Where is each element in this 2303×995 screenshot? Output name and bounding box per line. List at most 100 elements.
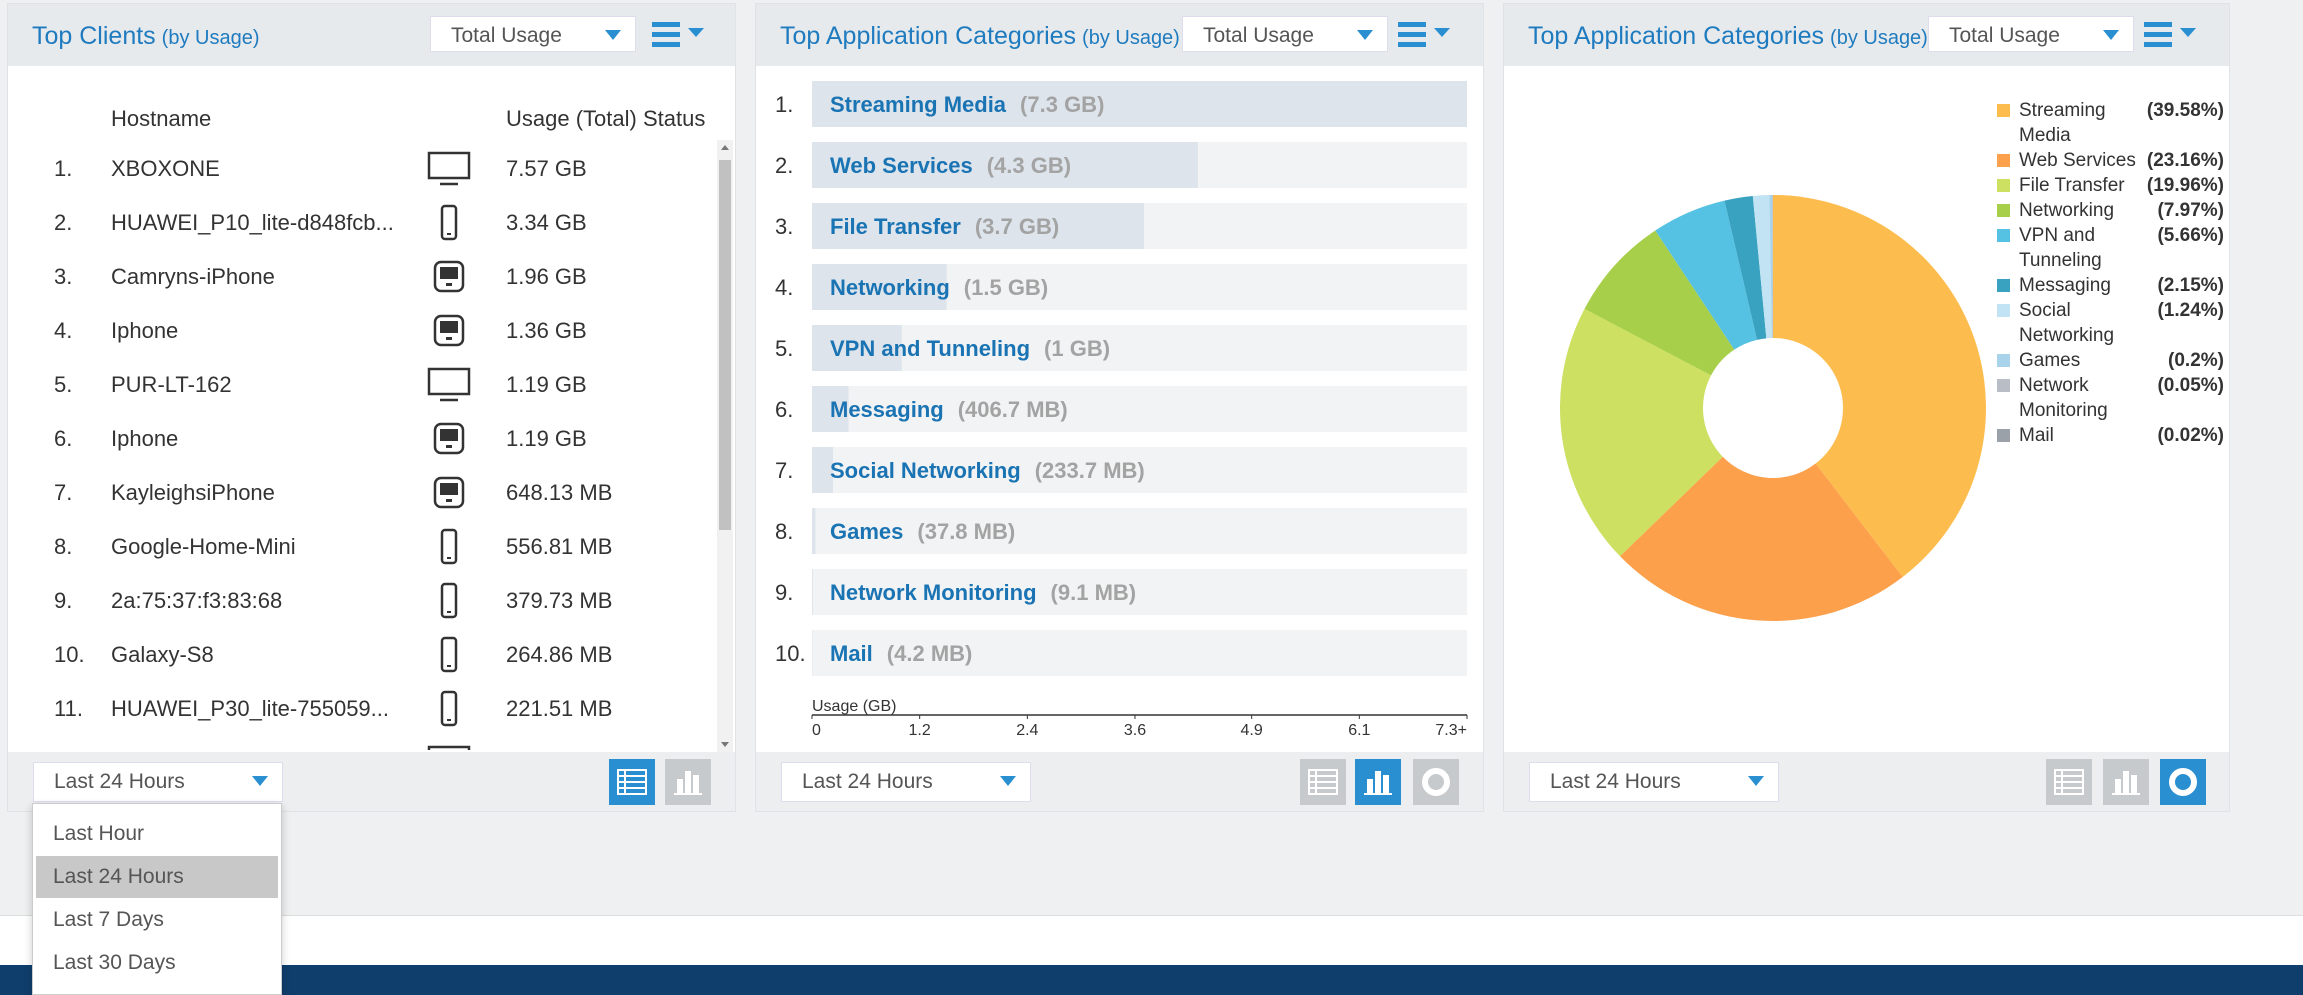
icon-part — [440, 428, 458, 441]
time-range-select[interactable]: Last 24 Hours — [781, 762, 1031, 802]
view-donut-button[interactable] — [2160, 759, 2206, 805]
menu-option[interactable]: Last 24 Hours — [36, 856, 278, 898]
column-header: Hostname — [111, 106, 212, 131]
legend-item: Games (0.2%) — [1997, 348, 2224, 373]
x-tick-label: 7.3+ — [1435, 722, 1467, 739]
column-header: Status — [643, 106, 706, 131]
select-text: Last 24 Hours — [54, 770, 185, 793]
legend-name: Networking — [2019, 200, 2115, 221]
x-tick-label: 0 — [812, 722, 821, 739]
x-tick-label: 2.4 — [1016, 722, 1038, 739]
bar-label: Messaging (406.7 MB) — [830, 397, 1068, 422]
legend-swatch — [1997, 229, 2010, 242]
rank: 10. — [775, 641, 806, 666]
legend-swatch — [1997, 179, 2010, 192]
bar-track — [812, 569, 1467, 615]
bar-track — [812, 325, 1467, 371]
row-index: 6. — [54, 425, 73, 451]
time-range-select[interactable]: Last 24 Hours — [1529, 762, 1779, 802]
menu-icon — [652, 22, 704, 47]
title-subtitle: (by Usage) — [1830, 27, 1928, 49]
caret-shape — [605, 30, 621, 40]
icon-part — [433, 422, 465, 454]
usage-select[interactable]: Total Usage — [430, 16, 636, 52]
panel-menu-button[interactable] — [2144, 18, 2202, 52]
icon-part — [440, 266, 458, 279]
caret-icon — [2103, 30, 2119, 40]
bar — [812, 264, 947, 310]
caret-icon — [605, 30, 621, 40]
legend-name: Messaging — [2019, 275, 2111, 296]
legend-value: (19.96%) — [2146, 175, 2224, 196]
device-icon-monitor — [427, 367, 471, 401]
bar-label: Web Services (4.3 GB) — [830, 153, 1071, 178]
bar-label: Social Networking (233.7 MB) — [830, 458, 1145, 483]
usage-select[interactable]: Total Usage — [1182, 16, 1388, 52]
glyph — [693, 775, 699, 794]
usage: 1.36 GB — [506, 317, 587, 343]
category-name: Games — [830, 519, 903, 544]
legend-value: (0.02%) — [2157, 425, 2224, 446]
menu-option[interactable]: Last 7 Days — [53, 908, 164, 931]
legend-item: File Transfer (19.96%) — [1997, 173, 2224, 198]
bar-track — [812, 508, 1467, 554]
category-name: VPN and Tunneling — [830, 336, 1030, 361]
legend-value: (2.15%) — [2157, 275, 2224, 296]
glyph — [2131, 775, 2137, 794]
panel-title: Top Clients (by Usage) — [32, 22, 259, 51]
legend-name: Network Monitoring — [2019, 375, 2108, 421]
legend-item: Social Networking (1.24%) — [1997, 298, 2224, 348]
panel-menu-button[interactable] — [652, 18, 710, 52]
view-donut-button[interactable] — [1413, 759, 1459, 805]
view-bar-button[interactable] — [2103, 759, 2149, 805]
legend-swatch — [1997, 104, 2010, 117]
glyph — [1422, 768, 1450, 796]
view-table-button[interactable] — [2046, 759, 2092, 805]
value-label: (3.7 GB) — [975, 214, 1059, 239]
usage-select[interactable]: Total Usage — [1928, 16, 2134, 52]
button-bg — [1413, 759, 1459, 805]
category-name: Networking — [830, 275, 950, 300]
bar-label: Networking (1.5 GB) — [830, 275, 1048, 300]
x-axis-label: Usage (GB) — [812, 698, 896, 715]
view-bar-button[interactable] — [665, 759, 711, 805]
bar-label: Streaming Media (7.3 GB) — [830, 92, 1104, 117]
category-name: Social Networking — [830, 458, 1021, 483]
view-bar-button[interactable] — [1355, 759, 1401, 805]
hostname: Google-Home-Mini — [111, 533, 296, 559]
menu-line — [2144, 32, 2172, 37]
hostname: HUAWEI_P10_lite-d848fcb... — [111, 209, 394, 235]
menu-caret — [1434, 28, 1450, 37]
value-label: (37.8 MB) — [917, 519, 1015, 544]
device-icon-phone — [440, 636, 458, 672]
caret-shape — [1357, 30, 1373, 40]
menu-line — [1398, 22, 1426, 27]
row-index: 3. — [54, 263, 73, 289]
rank: 7. — [775, 458, 793, 483]
view-table-button[interactable] — [1300, 759, 1346, 805]
panel-menu-button[interactable] — [1398, 18, 1456, 52]
hostname: HUAWEI_P30_lite-755059... — [111, 695, 389, 721]
menu-option[interactable]: Last Hour — [53, 822, 145, 845]
usage: 1.96 GB — [506, 263, 587, 289]
scrollbar[interactable] — [717, 140, 733, 752]
view-table-button[interactable] — [609, 759, 655, 805]
menu-option[interactable]: Last 30 Days — [53, 951, 176, 974]
caret-icon — [1748, 776, 1764, 786]
legend: Streaming Media (39.58%) Web Services (23.1… — [1997, 98, 2224, 448]
legend-item: Web Services (23.16%) — [1997, 148, 2224, 173]
device-icon-phone — [440, 690, 458, 726]
legend-name: Streaming Media — [2019, 100, 2106, 146]
legend-name: File Transfer — [2019, 175, 2125, 196]
icon-part — [440, 582, 458, 618]
time-range-select[interactable]: Last 24 Hours — [33, 762, 283, 802]
panel: Top Application Categories (by Usage) Tota… — [755, 3, 1484, 812]
icon-part — [446, 336, 452, 340]
menu-line — [1398, 42, 1426, 47]
legend-swatch — [1997, 429, 2010, 442]
icon-part — [440, 320, 458, 333]
usage: 264.86 MB — [506, 641, 613, 667]
legend-item: Messaging (2.15%) — [1997, 273, 2224, 298]
select-text: Total Usage — [1949, 24, 2060, 47]
legend-name: Mail — [2019, 425, 2054, 446]
